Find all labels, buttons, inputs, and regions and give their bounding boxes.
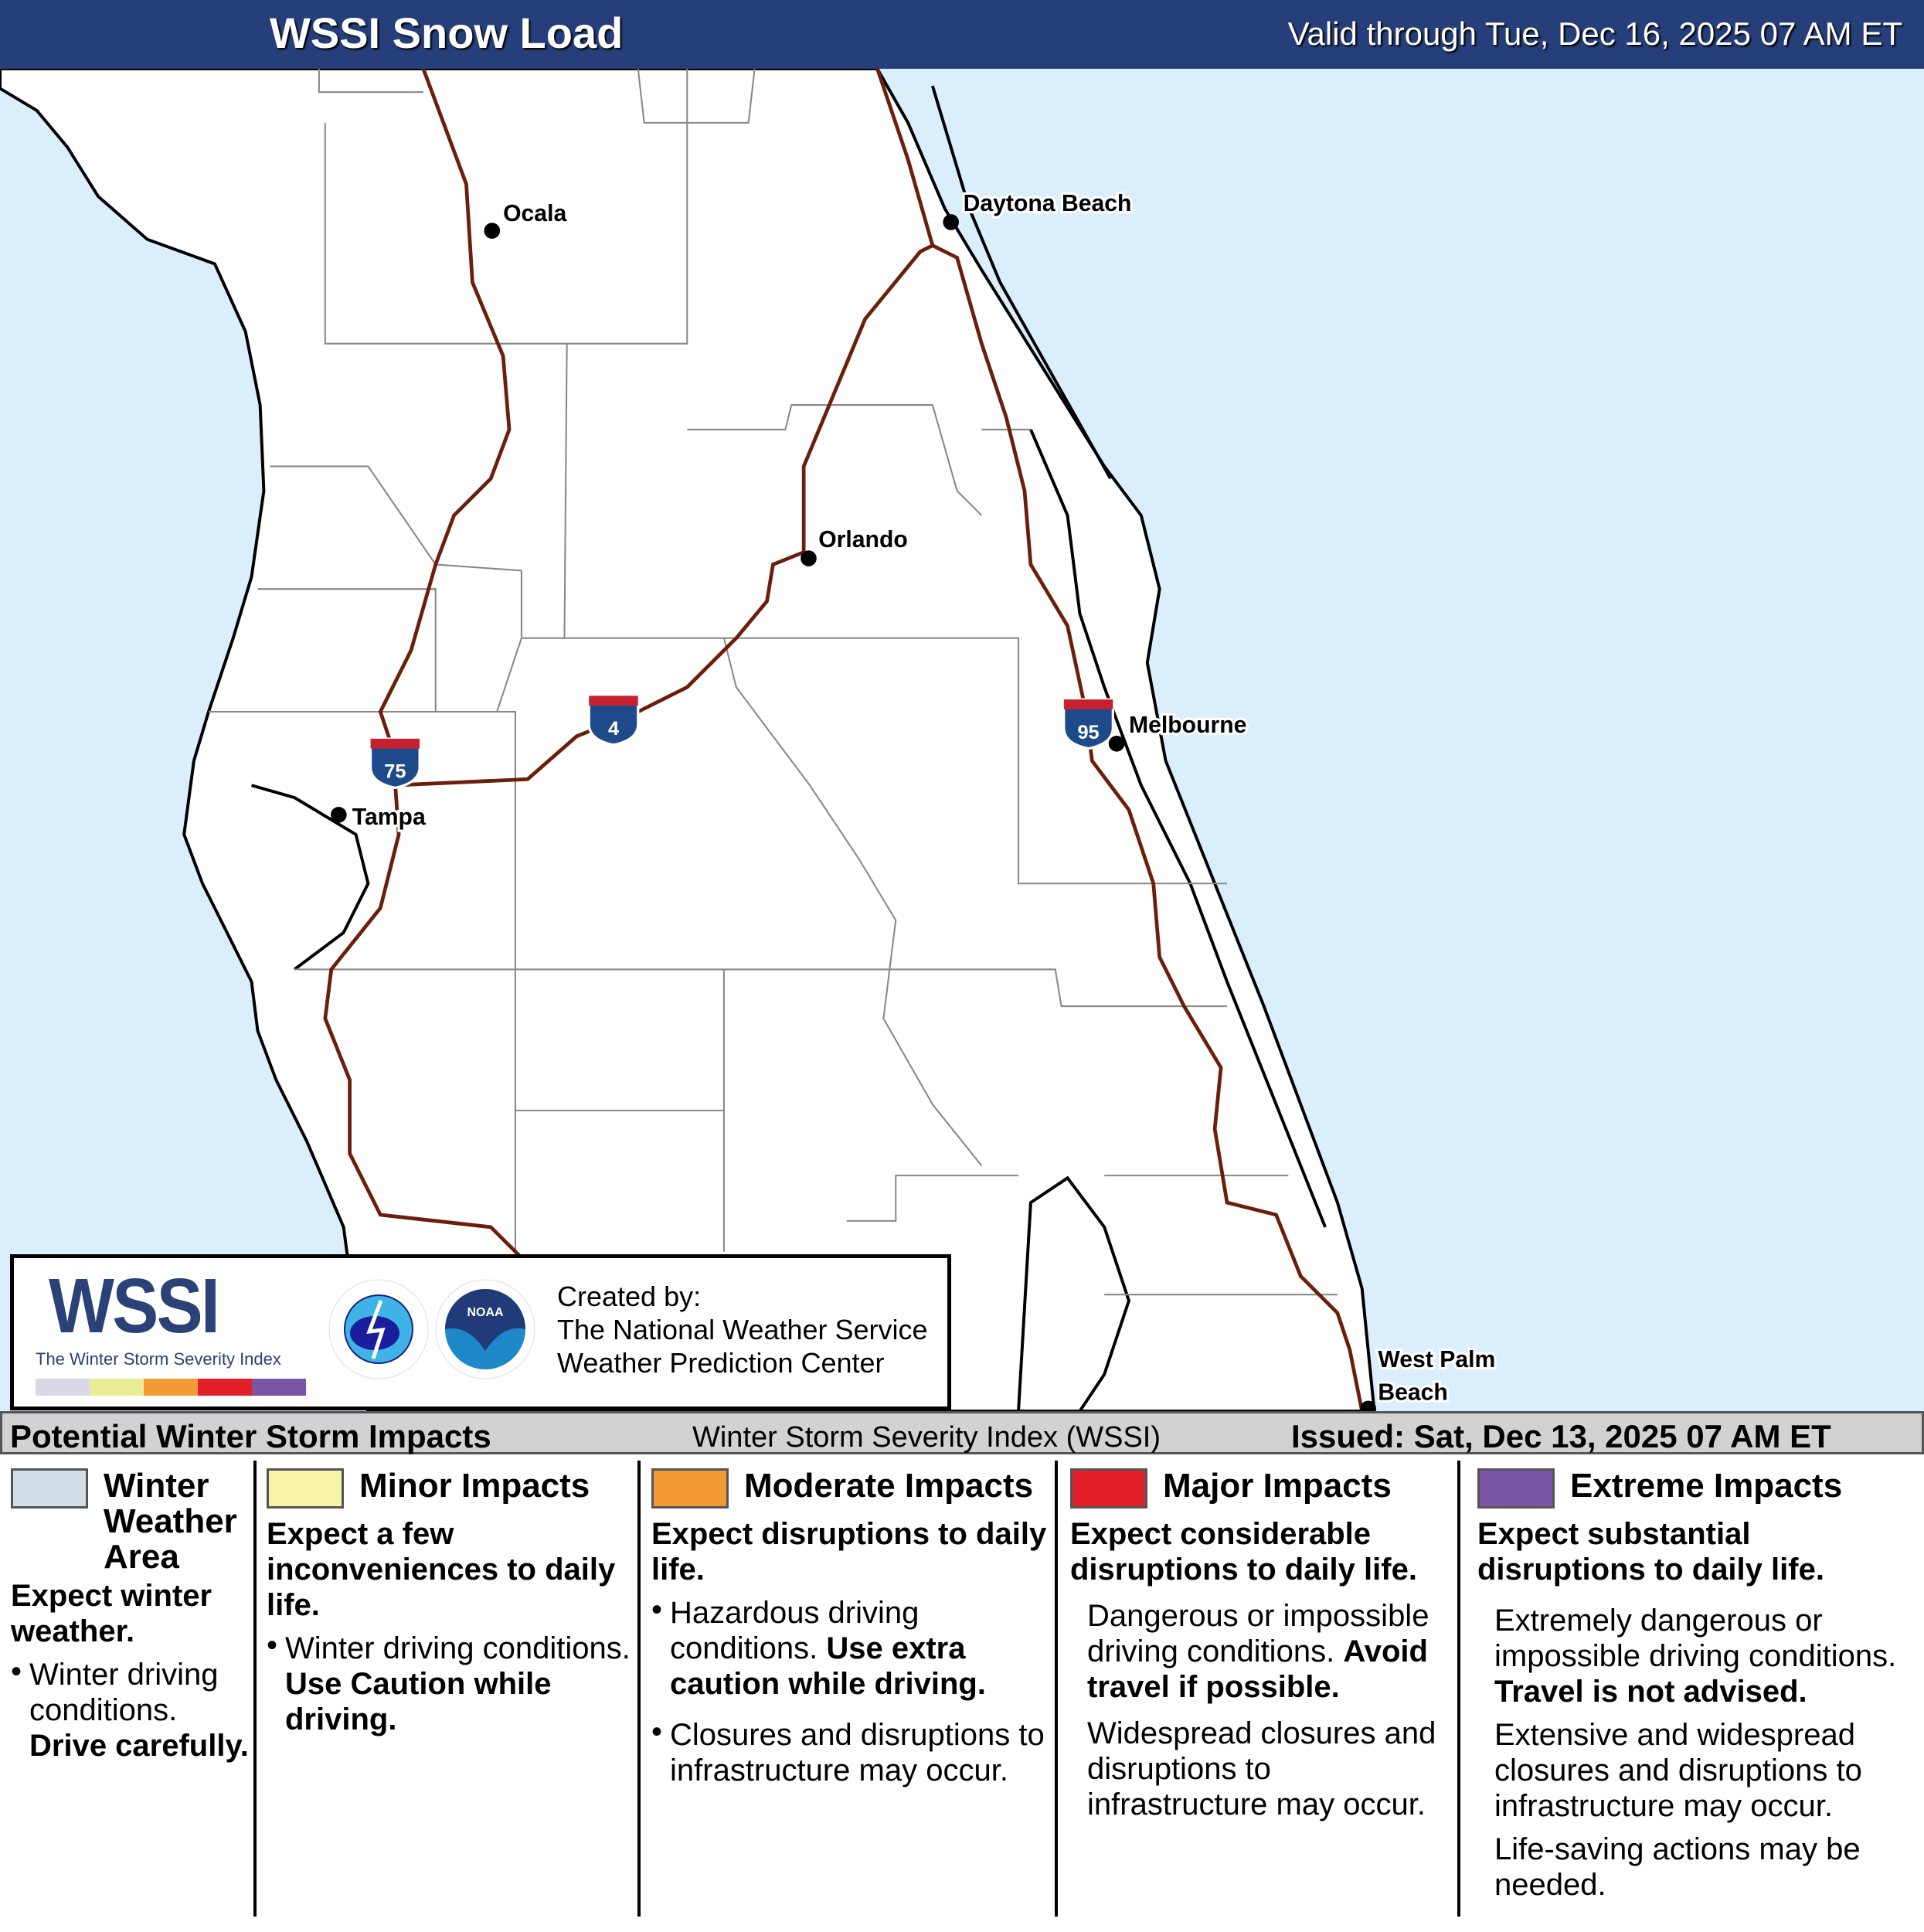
city-dot [330,807,347,823]
svg-text:NOAA: NOAA [467,1306,504,1319]
header: WSSI Snow Load Valid through Tue, Dec 16… [0,0,1924,69]
svg-text:75: 75 [384,761,406,783]
valid-time: Valid through Tue, Dec 16, 2025 07 AM ET [1287,15,1902,52]
wssi-color-bar [36,1379,306,1396]
nws-logo-icon [328,1279,429,1379]
divider [1457,1461,1460,1917]
created-by: Created by: The National Weather Service… [557,1280,928,1379]
coast-detail [250,85,1327,1411]
created-label: Created by: [557,1281,702,1312]
divider [637,1461,641,1917]
city-tampa: Tampa [352,804,426,830]
city-dot [943,214,960,230]
svg-text:95: 95 [1077,722,1099,743]
legend-winter: Winter Weather Area Expect winter weathe… [11,1468,253,1932]
i95-shield: 95 [1062,698,1114,750]
logo-box: WSSI The Winter Storm Severity Index NOA… [10,1254,951,1410]
city-dot [801,550,817,566]
interstates [323,69,1365,1411]
legend-header: Potential Winter Storm Impacts Winter St… [0,1411,1924,1454]
created-wpc: Weather Prediction Center [557,1347,885,1379]
city-melbourne: Melbourne [1129,713,1246,738]
map[interactable]: 75 4 95 Ocala Daytona Beach Orlando Melb… [0,69,1924,1411]
city-dot [1360,1400,1376,1411]
city-daytona-beach: Daytona Beach [964,191,1132,216]
divider [253,1461,257,1917]
wssi-logo: WSSI [49,1263,220,1349]
noaa-logo-icon: NOAA [435,1279,535,1379]
legend-title: Potential Winter Storm Impacts [10,1418,491,1454]
legend-major: Major Impacts Expect considerable disrup… [1070,1467,1436,1822]
city-dot [1108,735,1125,752]
swatch-moderate [651,1468,729,1509]
swatch-extreme [1477,1468,1555,1509]
county-lines [208,69,1338,1296]
swatch-minor [267,1468,344,1509]
i4-shield: 4 [587,694,640,747]
shields: 75 4 95 [369,694,1114,790]
svg-text:4: 4 [608,718,619,740]
created-nws: The National Weather Service [557,1314,928,1345]
legend-extreme: Extreme Impacts Expect substantial disru… [1477,1467,1897,1903]
city-ocala: Ocala [503,201,566,226]
i75-route [323,69,529,1266]
swatch-major [1070,1468,1147,1509]
city-dot [484,223,501,239]
wssi-subtitle: The Winter Storm Severity Index [36,1349,281,1369]
legend-moderate: Moderate Impacts Expect disruptions to d… [651,1468,1053,1932]
divider [1055,1461,1058,1917]
land [0,69,1376,1411]
legend-minor: Minor Impacts Expect a few inconvenience… [267,1468,637,1932]
i75-shield: 75 [369,737,421,790]
legend-subtitle: Winter Storm Severity Index (WSSI) [692,1421,1161,1454]
city-west-palm-2: Beach [1378,1380,1448,1406]
city-west-palm: West Palm [1378,1347,1495,1372]
city-orlando: Orlando [818,527,908,553]
cities: Ocala Daytona Beach Orlando Melbourne Ta… [330,189,1497,1411]
i4-route [393,243,933,787]
swatch-winter [11,1468,88,1509]
issued-time: Issued: Sat, Dec 13, 2025 07 AM ET [1291,1418,1831,1454]
map-title: WSSI Snow Load [270,9,624,57]
i95-route [875,69,1365,1411]
